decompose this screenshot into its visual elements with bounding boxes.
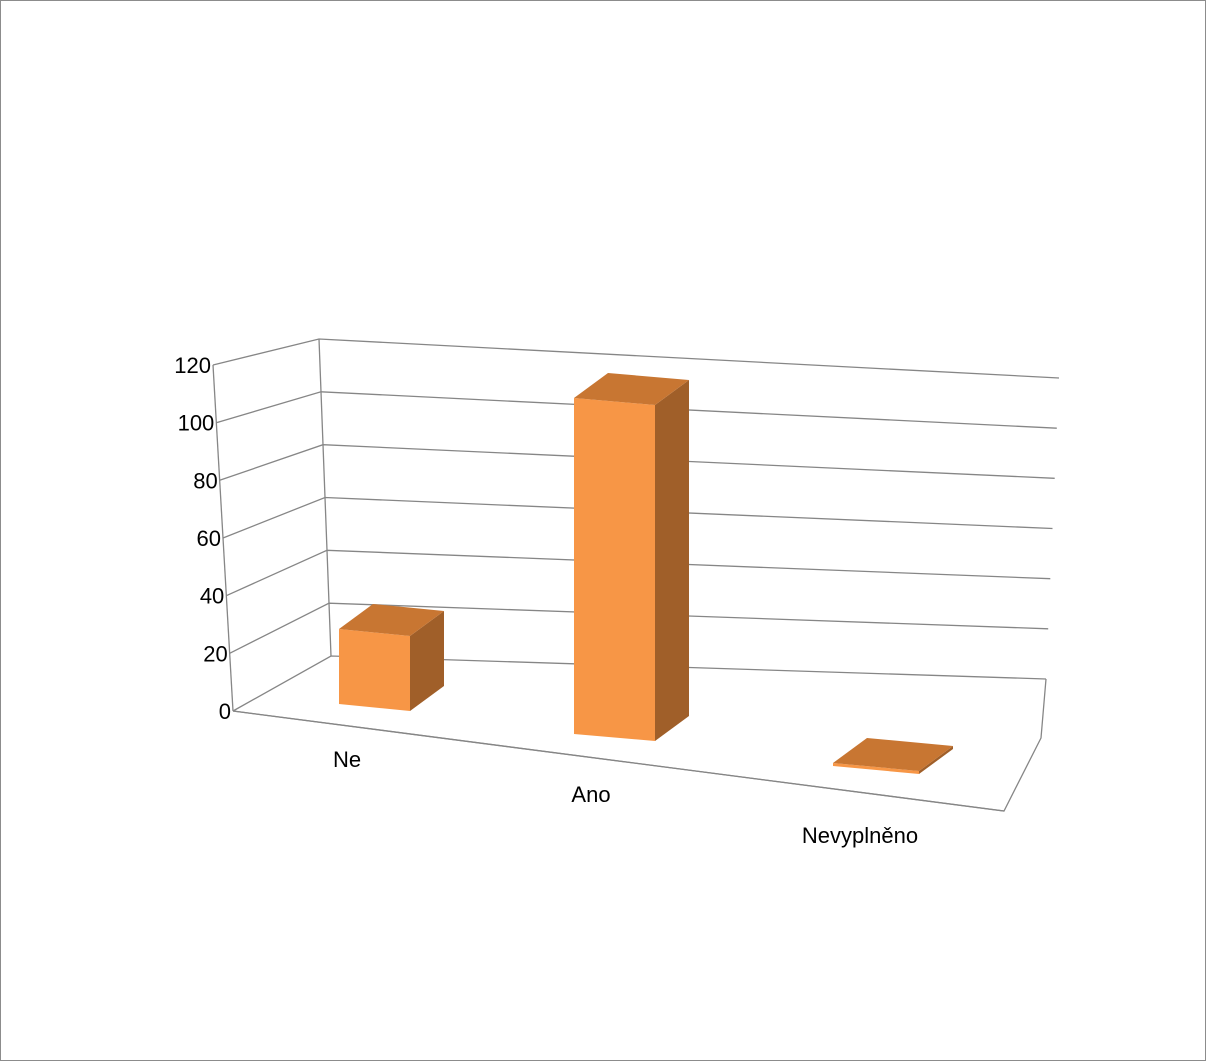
x-axis-categories: Ne Ano Nevyplněno — [333, 747, 918, 848]
y-axis-ticks: 0 20 40 60 80 100 120 — [174, 353, 231, 724]
bar-front — [339, 629, 410, 711]
gridline — [212, 338, 1060, 379]
y-tick-label: 80 — [193, 468, 217, 493]
y-tick-label: 120 — [174, 353, 211, 378]
y-tick-label: 20 — [203, 641, 227, 666]
bar-ne — [339, 604, 444, 711]
x-axis-line — [232, 710, 1005, 812]
bar-side — [919, 746, 953, 774]
x-category-label: Nevyplněno — [802, 823, 918, 848]
bar-front — [833, 763, 919, 774]
bar-front — [574, 398, 655, 741]
y-tick-label: 40 — [200, 584, 224, 609]
x-category-label: Ano — [571, 782, 610, 807]
axes — [212, 338, 1047, 812]
bars — [339, 373, 953, 774]
back-wall-edge — [318, 338, 332, 657]
y-tick-label: 60 — [197, 526, 221, 551]
bar-top — [833, 738, 953, 771]
bar-side — [655, 380, 689, 741]
bar-top — [574, 373, 689, 405]
bar-ano — [574, 373, 689, 741]
bar-nevyplněno — [833, 738, 953, 774]
y-tick-label: 0 — [219, 699, 231, 724]
bar-top — [339, 604, 444, 636]
y-tick-label: 100 — [178, 411, 215, 436]
bar-side — [410, 611, 444, 711]
x-category-label: Ne — [333, 747, 361, 772]
y-axis-line — [212, 364, 234, 712]
